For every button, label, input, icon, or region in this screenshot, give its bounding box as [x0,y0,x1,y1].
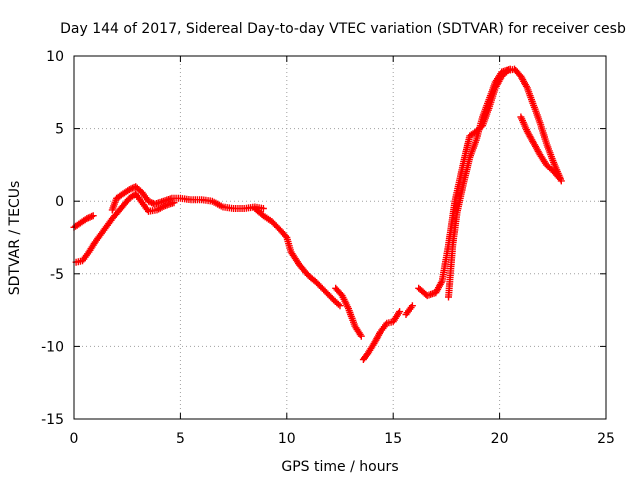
series-sat-i [445,65,514,301]
plot-frame [73,55,607,420]
x-tick-label: 20 [491,431,509,447]
chart-title: Day 144 of 2017, Sidereal Day-to-day VTE… [60,21,626,37]
series-sat-b [72,190,178,266]
data-points [70,65,565,363]
axis-ticks: 0 5 10 15 20 25 10 5 0 -5 -10 -15 [41,49,615,447]
y-tick-label: -5 [50,267,64,283]
series-sat-j [517,113,563,182]
y-tick-label: -10 [41,339,64,355]
y-tick-label: 5 [55,122,64,138]
plus-markers [445,65,514,301]
series-sat-e [332,284,365,340]
plus-markers [402,302,416,318]
x-tick-label: 10 [278,431,296,447]
plus-markers [332,284,365,340]
series-sat-f [359,308,404,363]
x-tick-label: 0 [70,431,79,447]
plus-markers [108,183,267,214]
plus-markers [359,308,404,363]
y-tick-label: -15 [41,412,64,428]
plus-markers [72,190,178,266]
series-sat-c [108,183,267,214]
series-sat-d [251,205,344,310]
y-tick-label: 0 [55,194,64,210]
grid [74,56,606,419]
x-axis-label: GPS time / hours [281,459,398,475]
y-axis-label: SDTVAR / TECUs [7,181,23,296]
plus-markers [517,113,563,182]
plus-markers [251,205,344,310]
x-tick-label: 5 [176,431,185,447]
series-sat-g [402,302,416,318]
x-tick-label: 15 [384,431,402,447]
x-tick-label: 25 [597,431,615,447]
y-tick-label: 10 [46,49,64,65]
